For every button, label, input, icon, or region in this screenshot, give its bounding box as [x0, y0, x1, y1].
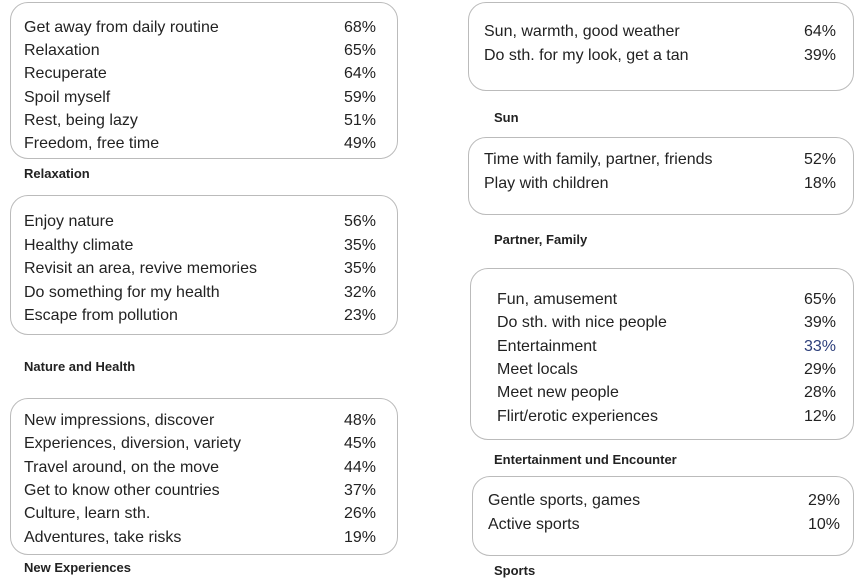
- item-label: Fun, amusement: [497, 291, 618, 308]
- item-label: Gentle sports, games: [488, 492, 641, 509]
- item-label: Spoil myself: [24, 88, 111, 106]
- item-label: Travel around, on the move: [24, 458, 220, 476]
- item-value: 39%: [803, 314, 836, 332]
- item-label: Active sports: [488, 515, 580, 533]
- item-value: 35%: [343, 236, 376, 254]
- item-value: 65%: [343, 42, 376, 60]
- item-label: Play with children: [484, 175, 609, 192]
- item-value: 37%: [343, 481, 376, 499]
- item-value: 33%: [803, 337, 836, 355]
- item-value: 49%: [343, 135, 376, 152]
- group-box: [470, 268, 854, 440]
- item-label: Do sth. with nice people: [497, 314, 667, 332]
- item-value: 23%: [343, 307, 376, 324]
- item-label: Revisit an area, revive memories: [24, 260, 257, 277]
- group-box: [10, 398, 398, 555]
- item-value: 64%: [343, 65, 376, 83]
- item-label: Entertainment: [497, 337, 597, 355]
- item-value: 35%: [343, 260, 376, 277]
- item-value: 52%: [803, 151, 836, 168]
- item-label: Do sth. for my look, get a tan: [484, 47, 689, 64]
- item-value: 68%: [343, 19, 376, 36]
- item-label: Get away from daily routine: [24, 19, 219, 36]
- item-value: 26%: [343, 505, 376, 523]
- item-label: Rest, being lazy: [24, 111, 138, 129]
- item-value: 18%: [803, 175, 836, 192]
- item-value: 28%: [803, 384, 836, 402]
- item-label: Experiences, diversion, variety: [24, 435, 241, 453]
- item-label: Time with family, partner, friends: [484, 151, 713, 168]
- item-value: 64%: [803, 23, 836, 40]
- item-label: Adventures, take risks: [24, 528, 182, 546]
- item-value: 48%: [343, 412, 376, 429]
- group-title: Relaxation: [24, 166, 90, 181]
- group-title: Sports: [494, 563, 536, 578]
- group-title: Nature and Health: [24, 359, 136, 374]
- item-value: 12%: [803, 407, 836, 425]
- item-label: Relaxation: [24, 42, 100, 60]
- group-title: Partner, Family: [494, 232, 588, 247]
- item-value: 29%: [807, 492, 840, 509]
- item-label: Flirt/erotic experiences: [497, 407, 658, 425]
- item-label: Culture, learn sth.: [24, 505, 151, 523]
- item-label: Recuperate: [24, 65, 107, 83]
- item-label: Get to know other countries: [24, 481, 220, 499]
- item-label: Escape from pollution: [24, 307, 178, 324]
- item-label: Healthy climate: [24, 236, 134, 254]
- item-value: 56%: [343, 213, 376, 230]
- item-value: 10%: [807, 515, 840, 533]
- item-label: Meet new people: [497, 384, 619, 402]
- item-value: 45%: [343, 435, 376, 453]
- item-value: 29%: [803, 360, 836, 378]
- item-label: Sun, warmth, good weather: [484, 23, 680, 40]
- item-label: Meet locals: [497, 360, 578, 378]
- item-value: 32%: [343, 283, 376, 301]
- item-label: Do something for my health: [24, 283, 220, 301]
- group-box: [472, 476, 854, 556]
- item-value: 19%: [343, 528, 376, 546]
- group-box: [10, 195, 398, 335]
- item-value: 65%: [803, 291, 836, 308]
- group-title: Entertainment und Encounter: [494, 452, 677, 467]
- item-value: 59%: [343, 88, 376, 106]
- item-value: 39%: [803, 47, 836, 64]
- item-value: 51%: [343, 111, 376, 129]
- item-label: Enjoy nature: [24, 213, 114, 230]
- group-box: [468, 137, 854, 215]
- item-label: Freedom, free time: [24, 135, 160, 152]
- group-box: [10, 2, 398, 159]
- group-box: [468, 2, 854, 91]
- group-title: New Experiences: [24, 560, 131, 575]
- item-label: New impressions, discover: [24, 412, 215, 429]
- group-title: Sun: [494, 110, 519, 125]
- item-value: 44%: [343, 458, 376, 476]
